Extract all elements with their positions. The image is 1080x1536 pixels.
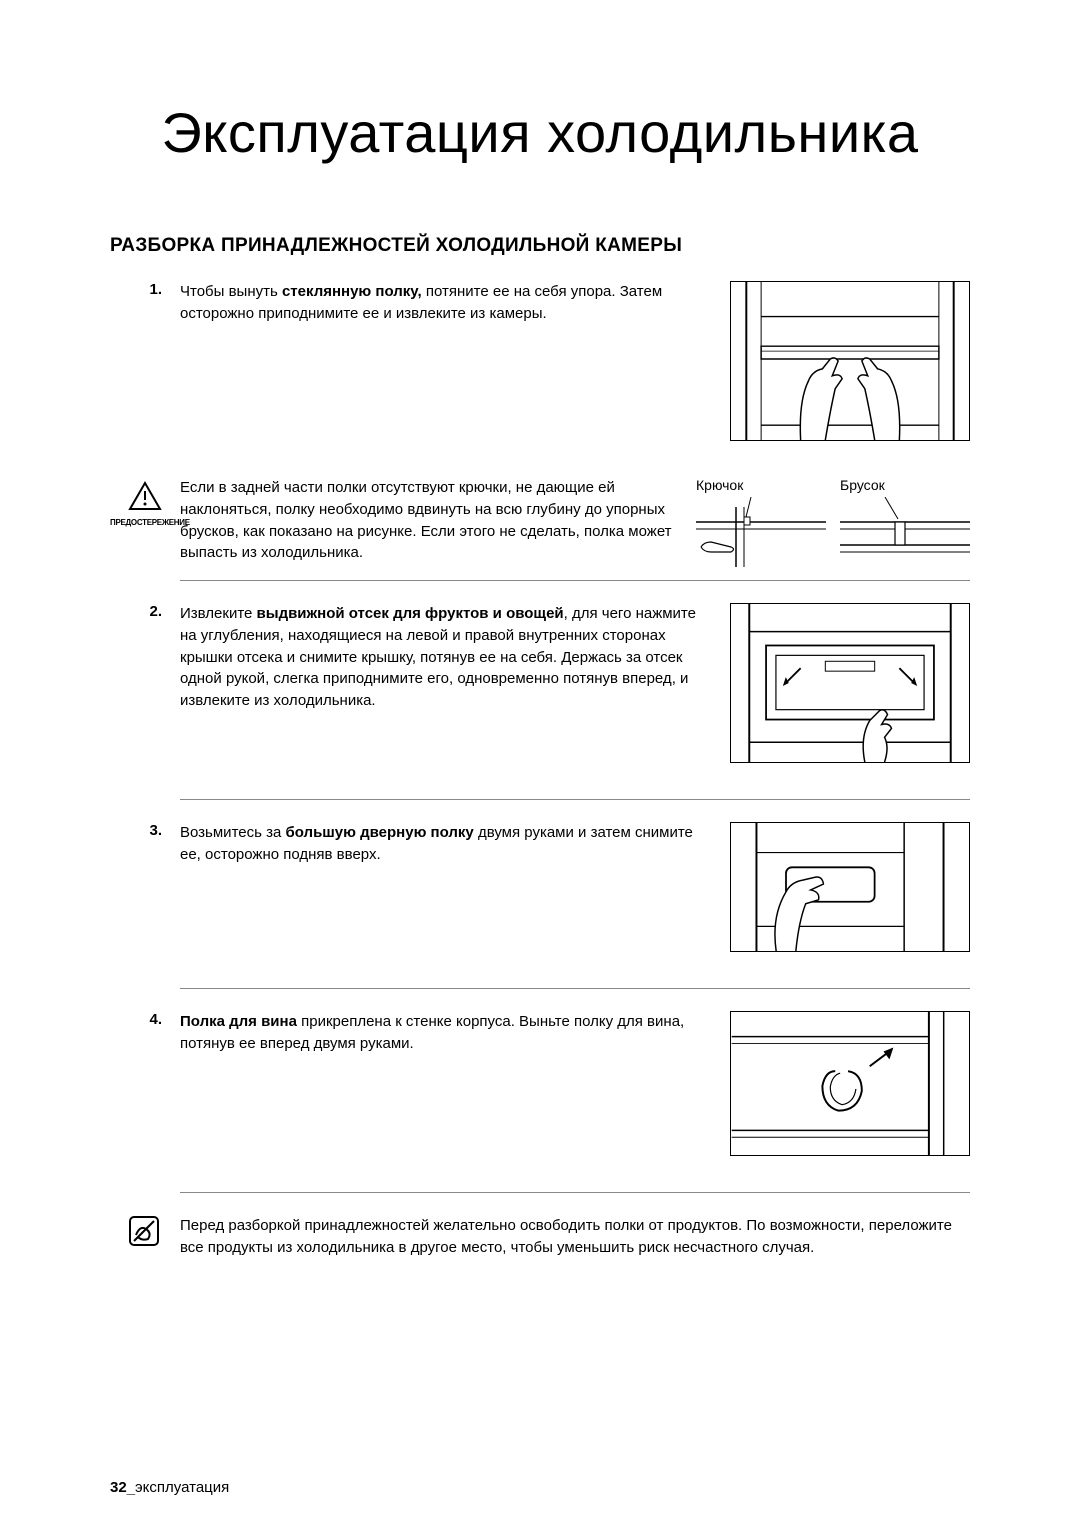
step-1: 1. Чтобы вынуть стеклянную полку, потяни… bbox=[110, 281, 970, 459]
divider bbox=[180, 799, 970, 800]
step-number: 2. bbox=[110, 603, 180, 620]
step-figure bbox=[730, 1011, 970, 1156]
note-icon bbox=[128, 1215, 160, 1247]
bar-figure: Брусок bbox=[840, 477, 970, 572]
warning-icon bbox=[128, 481, 162, 511]
step-text: Полка для вина прикреплена к стенке корп… bbox=[180, 1011, 730, 1055]
step-figure bbox=[730, 281, 970, 441]
note-block: Перед разборкой принадлежностей желатель… bbox=[110, 1215, 970, 1259]
door-shelf-illustration bbox=[731, 823, 969, 951]
caution-label: ПРЕДОСТЕРЕЖЕНИЕ bbox=[110, 518, 180, 527]
step-figure bbox=[730, 822, 970, 952]
divider bbox=[180, 1192, 970, 1193]
section-heading: РАЗБОРКА ПРИНАДЛЕЖНОСТЕЙ ХОЛОДИЛЬНОЙ КАМ… bbox=[110, 235, 970, 257]
glass-shelf-illustration bbox=[731, 282, 969, 440]
page-footer: 32_эксплуатация bbox=[110, 1479, 229, 1496]
step-text: Извлеките выдвижной отсек для фруктов и … bbox=[180, 603, 730, 712]
divider bbox=[180, 580, 970, 581]
step-figure bbox=[730, 603, 970, 763]
note-text: Перед разборкой принадлежностей желатель… bbox=[180, 1215, 970, 1259]
step-text: Чтобы вынуть стеклянную полку, потяните … bbox=[180, 281, 730, 325]
page-title: Эксплуатация холодильника bbox=[110, 100, 970, 165]
step-3: 3. Возьмитесь за большую дверную полку д… bbox=[110, 822, 970, 970]
caution-block: ПРЕДОСТЕРЕЖЕНИЕ Если в задней части полк… bbox=[110, 477, 970, 572]
drawer-illustration bbox=[731, 604, 969, 762]
step-number: 1. bbox=[110, 281, 180, 298]
step-number: 4. bbox=[110, 1011, 180, 1028]
step-text: Возьмитесь за большую дверную полку двум… bbox=[180, 822, 730, 866]
step-2: 2. Извлеките выдвижной отсек для фруктов… bbox=[110, 603, 970, 781]
hook-figure: Крючок bbox=[696, 477, 826, 572]
caution-text: Если в задней части полки отсутствуют кр… bbox=[180, 477, 696, 564]
step-number: 3. bbox=[110, 822, 180, 839]
step-4: 4. Полка для вина прикреплена к стенке к… bbox=[110, 1011, 970, 1174]
divider bbox=[180, 988, 970, 989]
wine-shelf-illustration bbox=[731, 1012, 969, 1155]
